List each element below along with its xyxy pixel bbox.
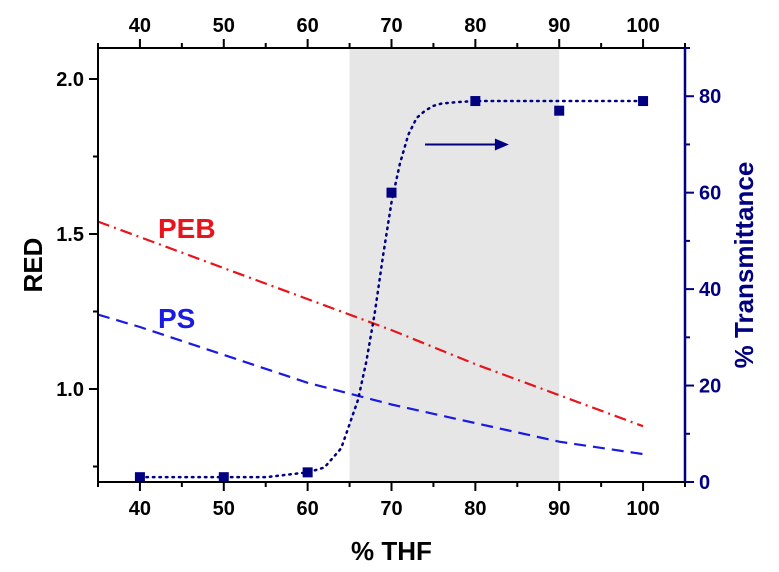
series-line [97, 220, 644, 428]
ticks-layer [89, 39, 694, 491]
series-layer [97, 96, 649, 483]
y2-tick-label: 20 [699, 376, 721, 398]
x-tick-label: 70 [380, 498, 402, 520]
x-tick-label: 100 [626, 498, 659, 520]
data-point-marker [638, 96, 649, 107]
y-tick-label: 1.0 [56, 379, 84, 401]
series-line [97, 313, 644, 456]
data-point-marker [302, 467, 313, 478]
series-line [138, 99, 645, 479]
x-top-tick-label: 90 [548, 15, 570, 37]
arrow-head [494, 138, 509, 151]
y-tick-label: 1.5 [56, 224, 84, 246]
shaded-region [349, 48, 560, 482]
data-point-marker [134, 472, 145, 483]
x-top-tick-label: 100 [626, 15, 659, 37]
y2-tick-label: 40 [699, 279, 721, 301]
y-tick-label: 2.0 [56, 69, 84, 91]
series-label-peb: PEB [158, 213, 216, 244]
y2-tick-label: 60 [699, 183, 721, 205]
x-tick-label: 90 [548, 498, 570, 520]
data-point-marker [554, 105, 565, 116]
y2-axis-title: % Transmittance [729, 162, 759, 369]
y-axis-title: RED [18, 238, 48, 293]
x-top-tick-label: 80 [464, 15, 486, 37]
data-point-marker [386, 187, 397, 198]
x-tick-label: 40 [129, 498, 151, 520]
data-point-marker [470, 96, 481, 107]
series-label-ps: PS [158, 303, 195, 334]
data-point-marker [218, 472, 229, 483]
x-top-tick-label: 70 [380, 15, 402, 37]
x-tick-label: 80 [464, 498, 486, 520]
x-axis-title: % THF [351, 536, 432, 566]
x-tick-label: 60 [297, 498, 319, 520]
x-top-tick-label: 60 [297, 15, 319, 37]
x-top-tick-label: 50 [213, 15, 235, 37]
y2-tick-label: 0 [699, 472, 710, 494]
x-top-tick-label: 40 [129, 15, 151, 37]
x-tick-label: 50 [213, 498, 235, 520]
labels-layer: 40 40 50 50 60 60 70 70 80 80 90 90 100 100 1.0 1.5 2.0 0… [56, 15, 721, 520]
y2-tick-label: 80 [699, 86, 721, 108]
